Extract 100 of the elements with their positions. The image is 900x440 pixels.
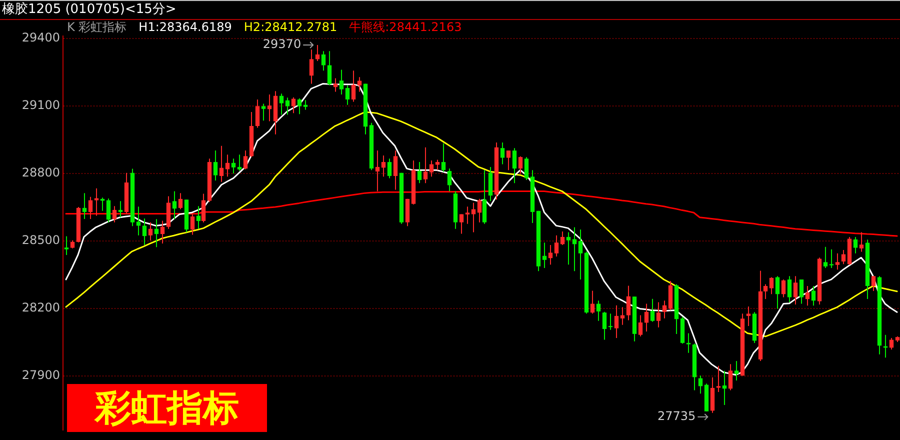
y-tick-label: 29100 [22,98,60,112]
candlestick [710,376,715,414]
candlestick [417,162,422,184]
y-tick-label: 28200 [22,300,60,314]
candlestick [357,76,362,92]
candlestick [578,229,583,280]
candlestick [136,206,141,236]
candlestick [871,276,876,292]
candlestick [793,276,798,305]
candlestick [309,49,314,84]
candlestick [142,218,147,246]
candlestick [237,154,242,172]
candlestick [769,276,774,295]
candlestick [381,154,386,178]
candlestick [542,242,547,269]
candlestick [829,248,834,269]
candlestick [746,306,751,327]
candlestick [345,84,350,106]
candlestick [656,302,661,328]
candlestick [518,156,523,174]
candlestick [255,98,260,128]
candlestick [728,364,733,391]
candlestick [447,168,452,192]
candlestick [560,231,565,246]
candlestick [190,214,195,236]
candlestick [82,192,87,220]
candlestick [219,145,224,182]
candlestick [213,150,218,181]
candlestick [805,286,810,306]
candlestick [315,44,320,62]
candlestick [823,246,828,269]
candlestick [291,96,296,114]
chart-subtitle: K 彩虹指标 [67,20,127,34]
candlestick [477,198,482,223]
candlestick [841,250,846,265]
candlestick [64,236,69,256]
candlestick [662,300,667,319]
candlestick [644,303,649,332]
candlestick [297,98,302,115]
candlestick [327,50,332,86]
candlestick [321,50,326,72]
chart-title: 橡胶1205 (010705)<15分> [0,0,900,20]
candlestick [225,154,230,178]
candlestick [512,148,517,184]
candlestick [716,365,721,392]
candlestick [279,93,284,116]
candlestick [566,232,571,266]
candlestick [196,206,201,230]
candlestick [423,146,428,184]
candlestick [429,160,434,178]
candlestick [112,206,117,223]
candlestick [889,337,894,350]
candlestick [178,192,183,210]
candlestick [154,218,159,248]
candlestick [94,188,99,216]
candlestick [596,300,601,322]
candlestick [488,166,493,202]
candlestick [482,170,487,224]
candlestick [88,196,93,220]
candlestick [781,278,786,298]
candlestick [524,156,529,181]
candlestick [614,304,619,338]
annotation: 27735 [657,409,696,424]
candlestick [351,70,356,102]
candlestick [500,142,505,165]
candlestick [572,226,577,272]
candlestick [698,375,703,394]
candlestick [405,198,410,227]
candlestick [387,158,392,179]
candlestick [459,214,464,234]
candlestick [339,69,344,96]
y-tick-label: 27900 [22,368,60,382]
candlestick [243,150,248,170]
text: 牛熊线:28441.2163 [349,20,462,34]
candlestick [261,103,266,122]
candlestick [859,232,864,252]
annotation: 彩虹指标 [67,384,267,432]
candlestick [172,190,177,220]
candlestick [201,193,206,223]
candlestick [722,370,727,406]
candlestick [602,311,607,340]
candlestick [835,252,840,270]
candlestick [811,286,816,306]
candlestick [626,285,631,321]
y-tick-label: 28500 [22,232,60,247]
candlestick [763,284,768,300]
candlestick [285,97,290,116]
candlestick [650,298,655,322]
candlestick [638,314,643,337]
candlestick [608,313,613,330]
candlestick [506,150,511,171]
candlestick [267,94,272,122]
candlestick [393,150,398,190]
y-tick-label: 29400 [22,30,60,44]
candlestick [303,100,308,110]
candlestick [554,234,559,258]
candlestick [118,200,123,218]
candlestick [620,306,625,326]
candlestick [668,280,673,311]
candlestick [106,198,111,223]
